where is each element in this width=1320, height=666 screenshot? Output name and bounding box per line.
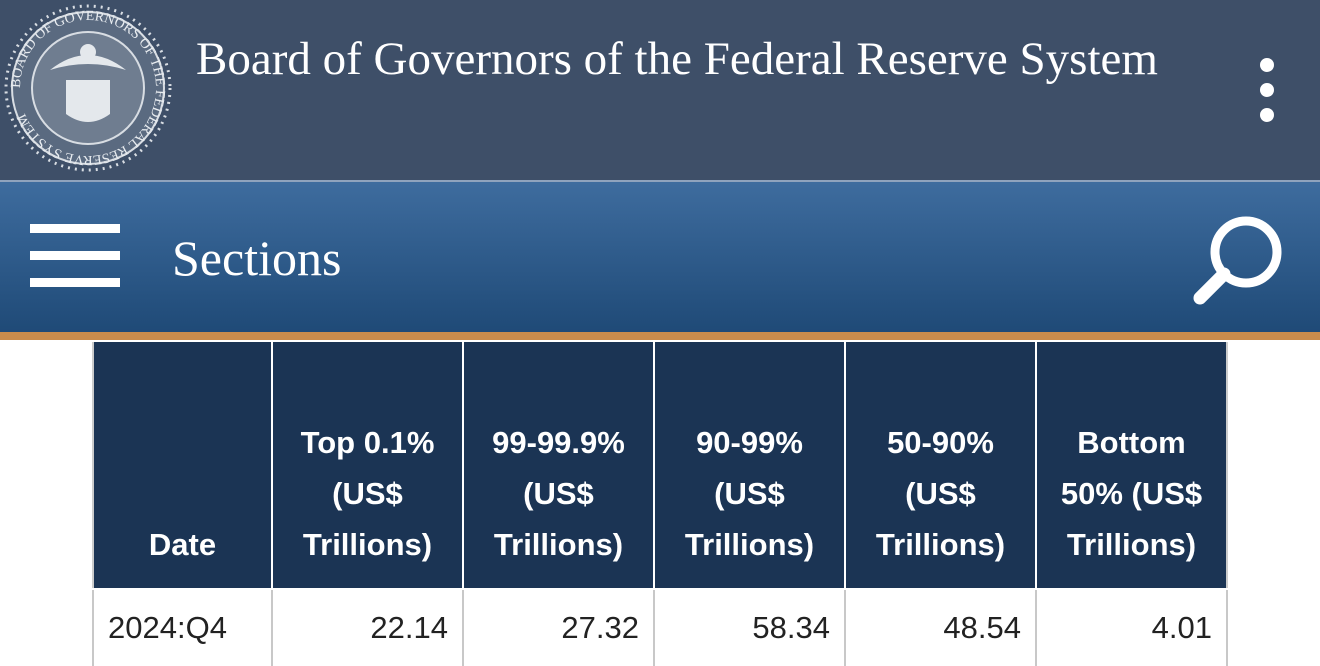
table-cell: 2024:Q4 [92,588,273,666]
column-header: Date [92,342,273,590]
search-button[interactable] [1190,210,1290,310]
header-row: Date Top 0.1% (US$ Trillions) 99-99.9% (US… [92,342,1228,590]
table-row: 2024:Q4 22.14 27.32 58.34 48.54 4.01 [92,588,1228,666]
nav-bar [0,182,1320,332]
menu-button[interactable] [28,218,128,298]
seal: BOARD OF GOVERNORS OF THE FEDERAL RESERV… [4,4,172,172]
data-table: Date Top 0.1% (US$ Trillions) 99-99.9% (US… [92,342,1228,666]
column-header: Bottom 50% (US$ Trillions) [1035,342,1228,590]
table-cell: 48.54 [844,588,1037,666]
column-header: 99-99.9% (US$ Trillions) [462,342,655,590]
table-cell: 4.01 [1035,588,1228,666]
column-header: 50-90% (US$ Trillions) [844,342,1037,590]
table-cell: 22.14 [271,588,464,666]
nav-label[interactable]: Sections [172,230,342,286]
column-header: 90-99% (US$ Trillions) [653,342,846,590]
site-title[interactable]: Board of Governors of the Federal Reserv… [196,33,1158,85]
accent-line [0,332,1320,340]
more-menu[interactable] [1252,52,1282,132]
column-header: Top 0.1% (US$ Trillions) [271,342,464,590]
table-cell: 27.32 [462,588,655,666]
site-header: BOARD OF GOVERNORS OF THE FEDERAL RESERV… [0,0,1320,180]
table-cell: 58.34 [653,588,846,666]
divider [0,180,1320,182]
table-body: 2024:Q4 22.14 27.32 58.34 48.54 4.01 [92,588,1228,666]
